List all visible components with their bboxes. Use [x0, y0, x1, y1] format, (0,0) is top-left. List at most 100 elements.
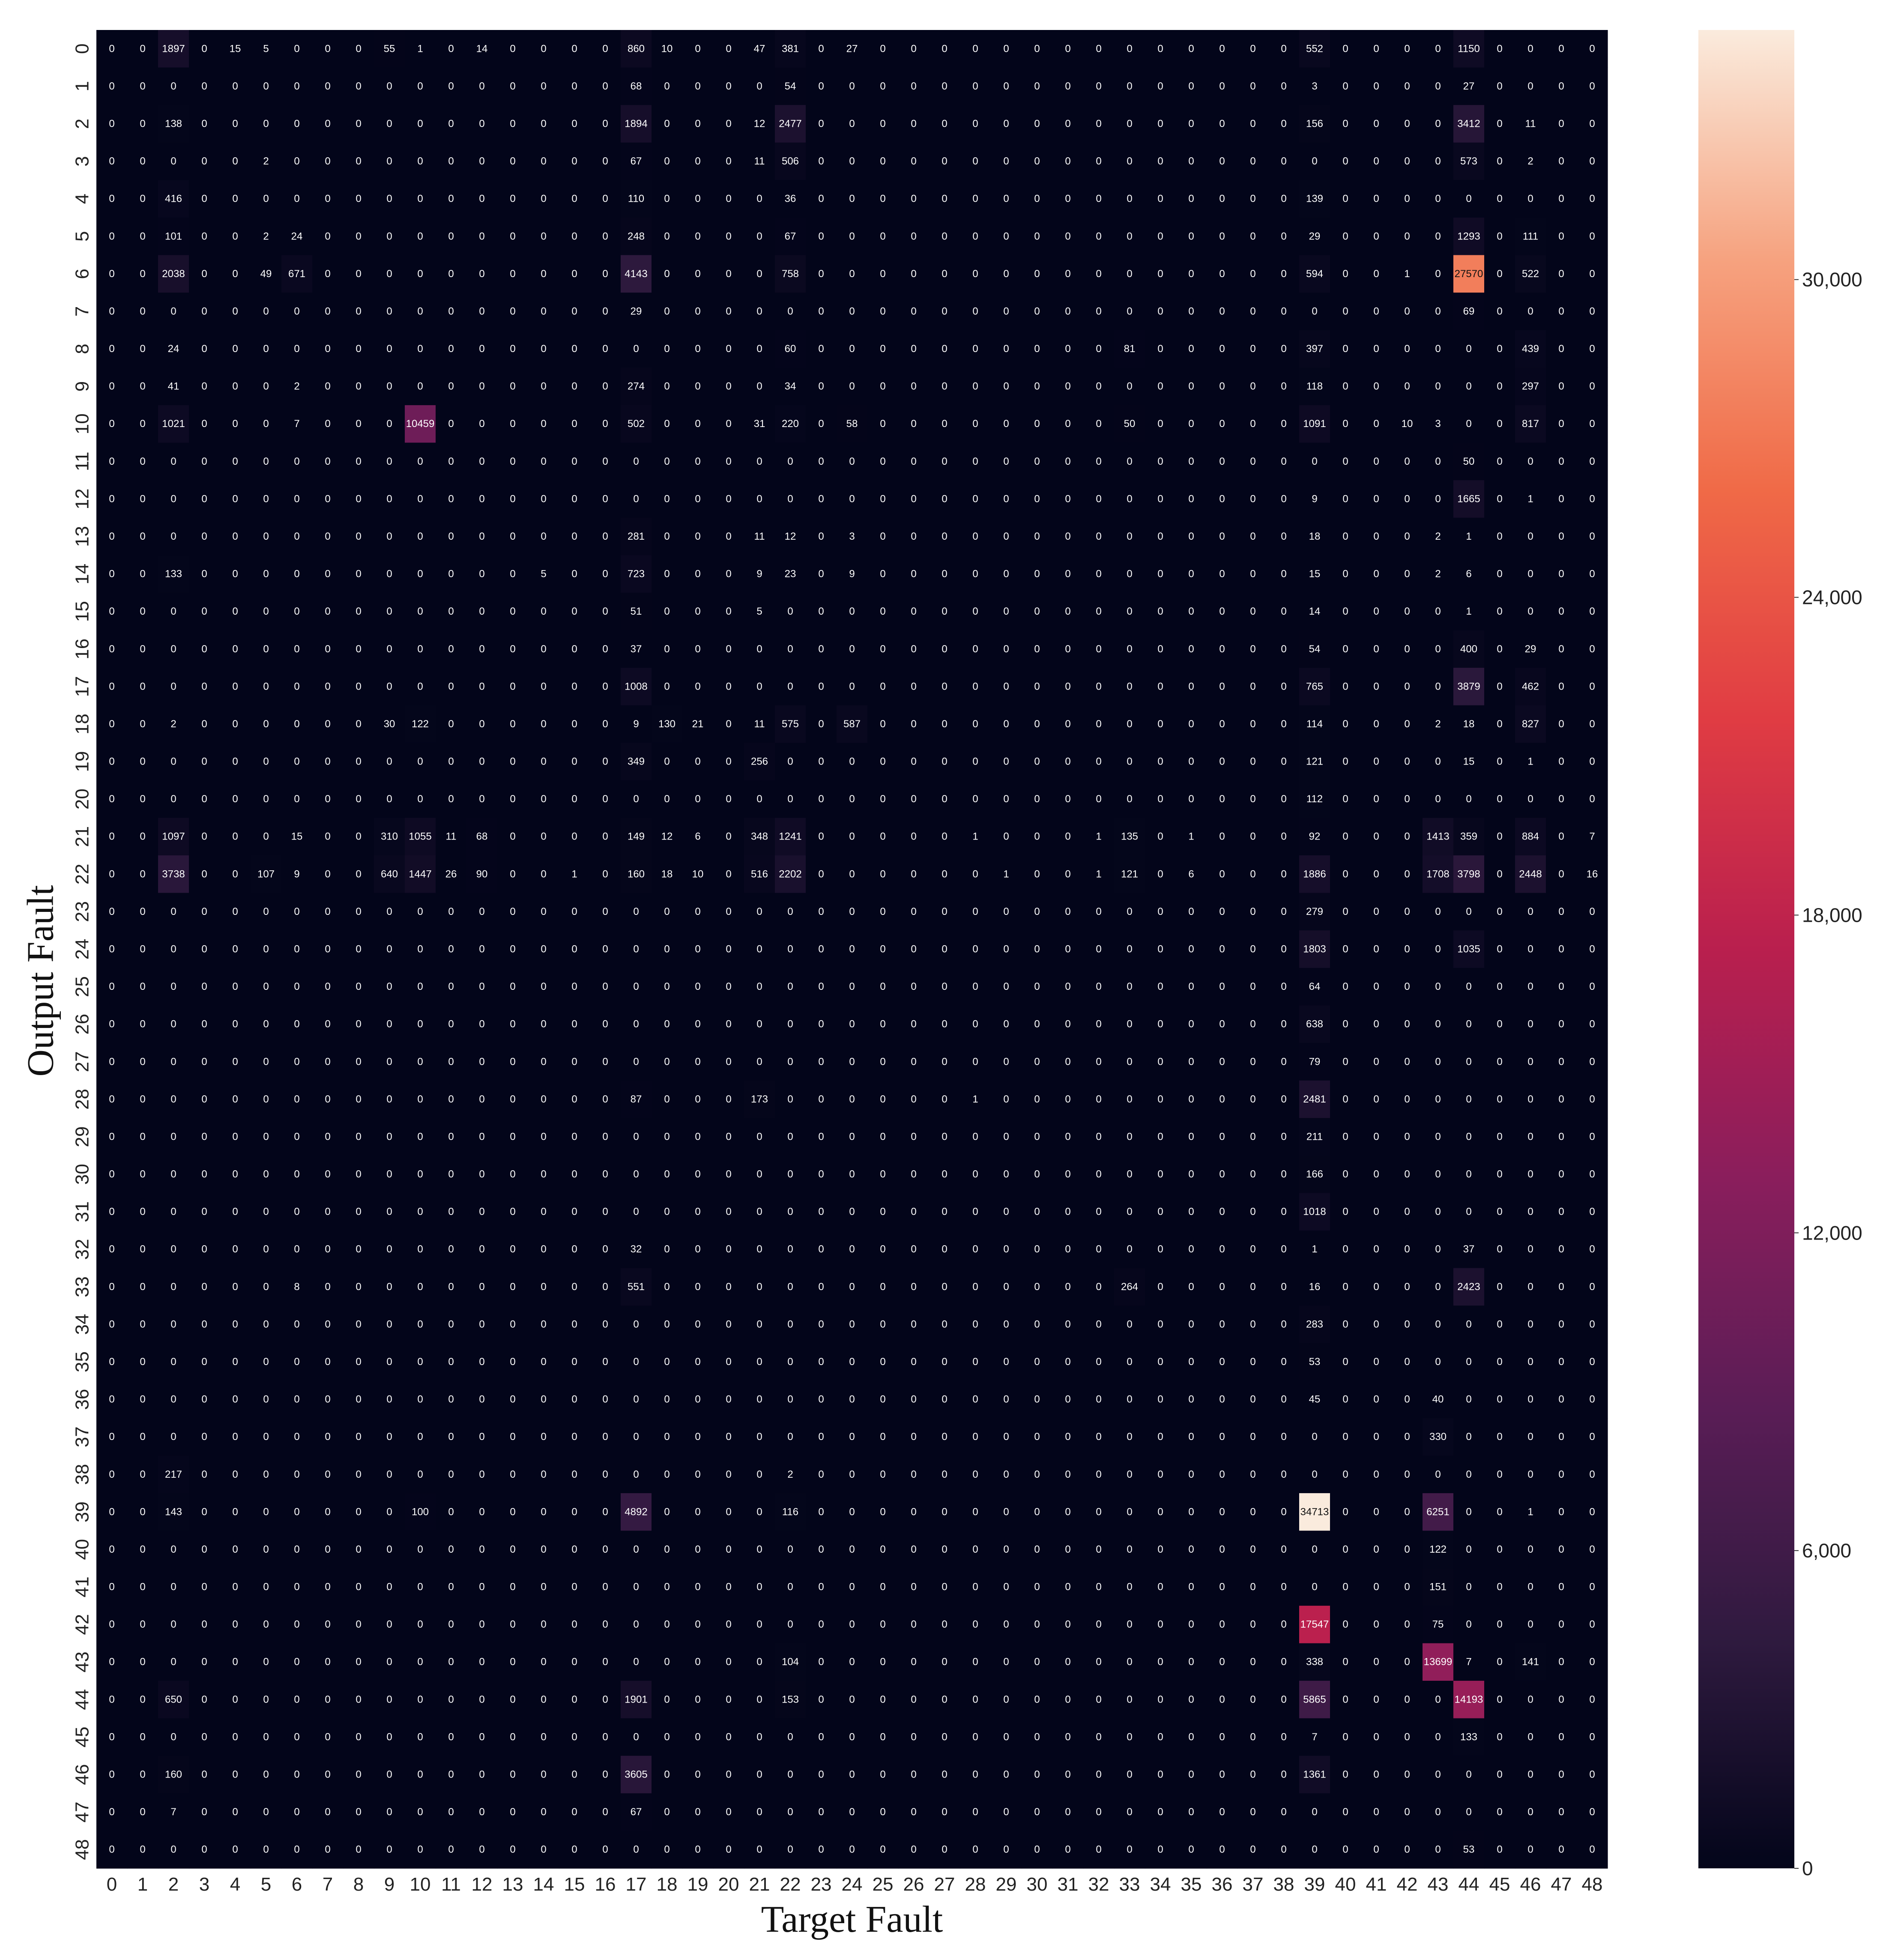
- cell-value-label: 0: [664, 1243, 670, 1255]
- heatmap-cell: [1330, 368, 1361, 406]
- cell-value-label: 0: [911, 531, 916, 542]
- cell-value-label: 0: [1466, 906, 1471, 917]
- cell-value-label: 0: [417, 1206, 423, 1218]
- colorbar: [1698, 30, 1794, 1868]
- cell-value-label: 0: [1497, 1356, 1502, 1368]
- cell-value-label: 0: [1589, 43, 1595, 54]
- cell-value-label: 0: [1065, 568, 1070, 580]
- heatmap-cell: [189, 368, 220, 406]
- cell-value-label: 0: [448, 981, 454, 992]
- cell-value-label: 0: [541, 1619, 546, 1630]
- cell-value-label: 156: [1306, 118, 1323, 129]
- cell-value-label: 0: [109, 718, 114, 730]
- cell-value-label: 0: [571, 1506, 577, 1518]
- heatmap-cell: [1052, 330, 1084, 368]
- cell-value-label: 0: [602, 1694, 608, 1705]
- cell-value-label: 0: [232, 868, 238, 880]
- cell-value-label: 0: [726, 1544, 731, 1555]
- x-tick-label: 12: [472, 1874, 493, 1895]
- heatmap-cell: [775, 293, 806, 331]
- heatmap-cell: [1423, 330, 1454, 368]
- cell-value-label: 0: [263, 81, 269, 92]
- heatmap-cell: [775, 30, 806, 68]
- cell-value-label: 0: [1096, 230, 1101, 242]
- cell-value-label: 0: [263, 118, 269, 129]
- cell-value-label: 0: [170, 1581, 176, 1593]
- cell-value-label: 118: [1306, 381, 1323, 392]
- cell-value-label: 416: [165, 193, 182, 205]
- cell-value-label: 0: [1558, 305, 1564, 317]
- cell-value-label: 0: [294, 118, 299, 129]
- cell-value-label: 0: [510, 643, 515, 655]
- cell-value-label: 0: [633, 793, 639, 805]
- cell-value-label: 0: [1404, 1281, 1410, 1293]
- cell-value-label: 0: [1497, 268, 1502, 280]
- heatmap-cell: [1453, 330, 1485, 368]
- cell-value-label: 0: [109, 944, 114, 955]
- cell-value-label: 0: [1065, 81, 1070, 92]
- cell-value-label: 0: [140, 1769, 145, 1781]
- cell-value-label: 0: [109, 1844, 114, 1855]
- cell-value-label: 0: [571, 305, 577, 317]
- cell-value-label: 79: [1309, 1056, 1321, 1067]
- cell-value-label: 0: [448, 606, 454, 617]
- cell-value-label: 0: [1373, 1356, 1379, 1368]
- cell-value-label: 0: [849, 1243, 855, 1255]
- cell-value-label: 0: [911, 1206, 916, 1218]
- cell-value-label: 0: [1219, 193, 1225, 205]
- cell-value-label: 0: [633, 1619, 639, 1630]
- cell-value-label: 0: [1589, 1281, 1595, 1293]
- cell-value-label: 0: [1219, 1694, 1225, 1705]
- cell-value-label: 0: [1497, 944, 1502, 955]
- heatmap-cell: [497, 293, 529, 331]
- cell-value-label: 0: [1558, 681, 1564, 692]
- cell-value-label: 0: [1281, 193, 1286, 205]
- cell-value-label: 34: [785, 381, 796, 392]
- cell-value-label: 0: [479, 1731, 484, 1743]
- cell-value-label: 0: [1497, 831, 1502, 843]
- cell-value-label: 0: [818, 756, 824, 768]
- heatmap-cell: [436, 30, 467, 68]
- cell-value-label: 0: [386, 418, 392, 430]
- cell-value-label: 0: [726, 868, 731, 880]
- cell-value-label: 0: [818, 831, 824, 843]
- cell-value-label: 0: [448, 1206, 454, 1218]
- cell-value-label: 0: [1034, 868, 1040, 880]
- cell-value-label: 1: [1466, 531, 1471, 542]
- heatmap-cell: [867, 405, 899, 443]
- heatmap-cell: [281, 30, 313, 68]
- cell-value-label: 0: [1157, 981, 1163, 992]
- heatmap-cell: [374, 405, 405, 443]
- heatmap-cell: [127, 405, 158, 443]
- heatmap-cell: [713, 180, 744, 218]
- heatmap-cell: [1114, 30, 1145, 68]
- cell-value-label: 0: [1065, 831, 1070, 843]
- x-tick-label: 13: [502, 1874, 523, 1895]
- cell-value-label: 0: [294, 1806, 299, 1818]
- cell-value-label: 0: [1250, 305, 1255, 317]
- cell-value-label: 0: [756, 81, 762, 92]
- cell-value-label: 0: [201, 193, 207, 205]
- cell-value-label: 0: [1342, 1619, 1348, 1630]
- cell-value-label: 0: [571, 1769, 577, 1781]
- cell-value-label: 0: [510, 1394, 515, 1405]
- cell-value-label: 0: [1404, 1806, 1410, 1818]
- cell-value-label: 0: [1003, 1694, 1009, 1705]
- cell-value-label: 0: [1003, 1168, 1009, 1180]
- cell-value-label: 0: [1281, 1394, 1286, 1405]
- y-tick-label: 42: [72, 1614, 93, 1635]
- cell-value-label: 0: [170, 456, 176, 467]
- cell-value-label: 0: [1003, 1581, 1009, 1593]
- heatmap-cell: [590, 30, 621, 68]
- cell-value-label: 0: [726, 606, 731, 617]
- cell-value-label: 0: [1342, 1731, 1348, 1743]
- cell-value-label: 7: [294, 418, 299, 430]
- cell-value-label: 1897: [162, 43, 185, 54]
- cell-value-label: 0: [140, 1394, 145, 1405]
- cell-value-label: 0: [571, 1131, 577, 1142]
- cell-value-label: 0: [633, 944, 639, 955]
- cell-value-label: 0: [1096, 1506, 1101, 1518]
- cell-value-label: 0: [170, 305, 176, 317]
- cell-value-label: 0: [695, 1731, 700, 1743]
- cell-value-label: 0: [386, 1656, 392, 1668]
